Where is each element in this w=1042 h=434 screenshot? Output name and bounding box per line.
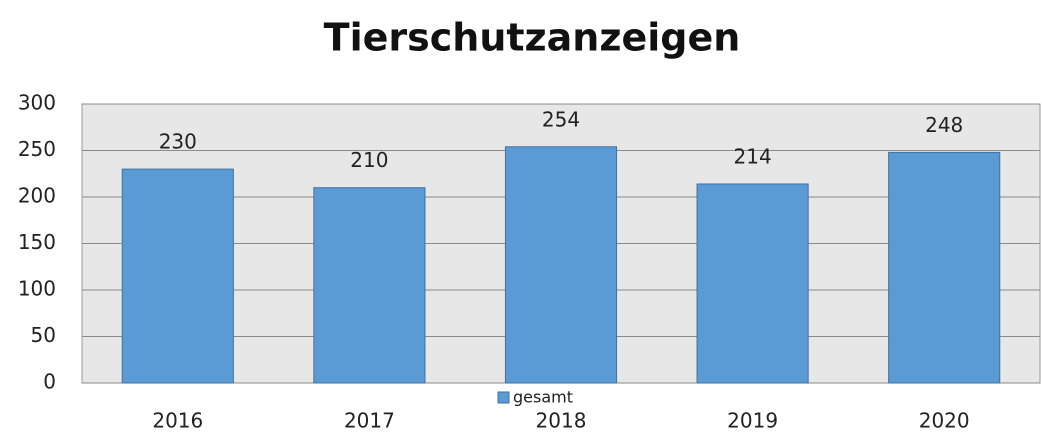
legend-label: gesamt bbox=[513, 388, 573, 407]
data-label: 210 bbox=[350, 148, 388, 172]
y-tick-label: 200 bbox=[18, 184, 56, 208]
x-tick-label: 2018 bbox=[536, 409, 587, 433]
x-tick-label: 2019 bbox=[727, 409, 778, 433]
y-tick-label: 300 bbox=[18, 91, 56, 115]
data-label: 254 bbox=[542, 107, 580, 131]
bar bbox=[121, 168, 234, 384]
y-tick-label: 150 bbox=[18, 230, 56, 254]
data-label: 248 bbox=[925, 113, 963, 137]
y-tick-label: 50 bbox=[31, 323, 56, 347]
legend-swatch bbox=[497, 391, 510, 404]
bar bbox=[888, 151, 1001, 384]
y-tick-label: 0 bbox=[43, 370, 56, 394]
x-tick-label: 2016 bbox=[152, 409, 203, 433]
data-label: 230 bbox=[159, 130, 197, 154]
bar bbox=[504, 146, 618, 384]
data-label: 214 bbox=[734, 144, 772, 168]
bar bbox=[313, 187, 426, 384]
chart-title: Tierschutzanzeigen bbox=[324, 16, 741, 60]
y-tick-label: 100 bbox=[18, 277, 56, 301]
bar bbox=[696, 183, 809, 384]
x-tick-label: 2017 bbox=[344, 409, 395, 433]
x-tick-label: 2020 bbox=[919, 409, 970, 433]
y-tick-label: 250 bbox=[18, 137, 56, 161]
